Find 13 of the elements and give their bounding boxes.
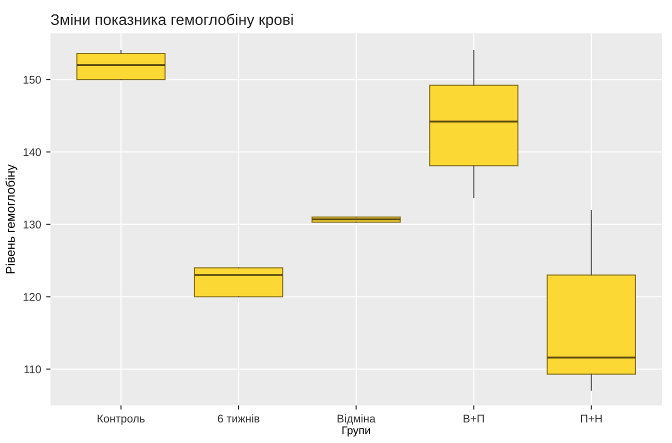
y-axis-title: Рівень гемоглобіну [6, 164, 18, 274]
y-tick-label: 110 [24, 365, 41, 374]
x-tick-label: Відміна [338, 414, 376, 425]
x-axis-title: Групи [342, 426, 370, 436]
x-tick-label: Контроль [98, 414, 145, 425]
y-tick-label: 140 [24, 148, 41, 156]
x-tick-label: 6 тижнів [218, 414, 260, 423]
chart-title: Зміни показника гемоглобіну крові [50, 14, 293, 28]
y-tick-label: 130 [24, 220, 41, 228]
y-tick-label: 120 [24, 293, 41, 301]
y-tick-label: 150 [24, 76, 41, 84]
x-tick-label: В+П [464, 414, 484, 422]
x-tick-label: П+Н [581, 414, 602, 422]
